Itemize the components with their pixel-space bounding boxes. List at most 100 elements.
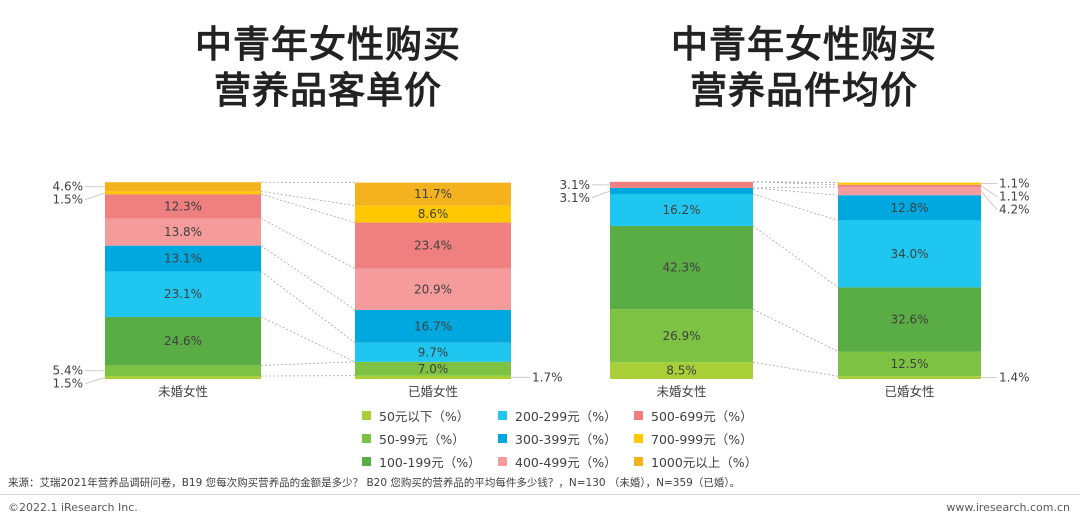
data-label: 3.1%: [560, 191, 591, 205]
data-label: 3.1%: [560, 178, 591, 192]
data-label: 12.8%: [890, 201, 928, 215]
chart-title-line: 中青年女性购买: [671, 23, 937, 66]
legend-swatch: [634, 434, 643, 443]
legend-label: 400-499元（%）: [515, 455, 617, 470]
category-label: 未婚女性: [158, 384, 208, 399]
bar-segment: [105, 316, 261, 366]
legend-label: 500-699元（%）: [651, 409, 753, 424]
legend-label: 50-99元（%）: [379, 432, 465, 447]
legend-label: 50元以下（%）: [379, 409, 470, 424]
legend-label: 1000元以上（%）: [651, 455, 758, 470]
bar-segment: [105, 182, 261, 192]
connector-line: [752, 225, 839, 288]
data-label: 4.2%: [999, 203, 1030, 217]
data-label: 8.5%: [666, 364, 697, 378]
data-label: 1.7%: [532, 370, 563, 384]
leader-line: [84, 192, 106, 201]
bar-segment: [105, 218, 261, 246]
data-label: 23.1%: [164, 287, 202, 301]
connector-line: [752, 187, 839, 196]
legend-label: 300-399元（%）: [515, 432, 617, 447]
legend-item: 1000元以上（%）: [634, 452, 757, 471]
data-label: 32.6%: [890, 313, 928, 327]
legend-swatch: [634, 411, 643, 420]
bar-segment: [355, 361, 511, 376]
bar-segment: [838, 182, 981, 185]
chart-title-line: 营养品件均价: [690, 69, 918, 112]
category-label: 已婚女性: [884, 384, 934, 399]
connector-line: [752, 308, 839, 352]
bar-segment: [838, 351, 981, 377]
bar-segment: [610, 194, 753, 226]
data-label: 26.9%: [662, 329, 700, 343]
data-label: 12.3%: [164, 199, 202, 213]
legend-label: 700-999元（%）: [651, 432, 753, 447]
bar-segment: [105, 271, 261, 317]
data-label: 1.1%: [999, 177, 1030, 191]
data-label: 23.4%: [414, 239, 452, 253]
legend-item: 500-699元（%）: [634, 406, 753, 425]
connector-line: [260, 193, 356, 223]
connector-line: [260, 218, 356, 270]
data-label: 1.5%: [53, 377, 84, 391]
website-link[interactable]: www.iresearch.com.cn: [946, 501, 1070, 514]
bar-segment: [838, 186, 981, 196]
data-label: 16.7%: [414, 319, 452, 333]
connector-line: [752, 361, 839, 377]
leader-line: [980, 190, 998, 210]
connector-line: [260, 361, 356, 366]
data-label: 20.9%: [414, 282, 452, 296]
bar-segment: [355, 205, 511, 223]
bar-segment: [105, 365, 261, 377]
footer-divider: [0, 494, 1080, 495]
connector-line: [260, 245, 356, 311]
connector-line: [260, 190, 356, 207]
data-label: 5.4%: [53, 364, 84, 378]
bar-segment: [105, 376, 261, 379]
data-label: 9.7%: [418, 345, 449, 359]
copyright: ©2022.1 iResearch Inc.: [8, 501, 138, 514]
data-label: 1.1%: [999, 190, 1030, 204]
leader-line: [591, 190, 611, 199]
data-label: 42.3%: [662, 261, 700, 275]
legend-swatch: [498, 434, 507, 443]
bar-segment: [355, 375, 511, 379]
legend-swatch: [362, 457, 371, 466]
connector-line: [752, 193, 839, 221]
data-label: 1.5%: [53, 193, 84, 207]
data-label: 13.8%: [164, 225, 202, 239]
data-label: 7.0%: [418, 362, 449, 376]
bar-segment: [838, 287, 981, 352]
bar-segment: [355, 268, 511, 310]
chart-title-line: 营养品客单价: [214, 69, 442, 112]
legend-item: 200-299元（%）: [498, 406, 617, 425]
connector-line: [752, 186, 839, 189]
data-label: 12.5%: [890, 357, 928, 371]
legend-swatch: [498, 457, 507, 466]
bar-segment: [838, 184, 981, 187]
leader-line: [84, 377, 106, 385]
data-label: 34.0%: [890, 247, 928, 261]
bar-segment: [610, 187, 753, 195]
leader-line: [980, 185, 998, 198]
connector-line: [260, 271, 356, 344]
bar-segment: [610, 181, 753, 188]
data-label: 24.6%: [164, 334, 202, 348]
legend-item: 400-499元（%）: [498, 452, 617, 471]
legend-item: 50-99元（%）: [362, 429, 465, 448]
bar-segment: [355, 309, 511, 343]
legend-item: 300-399元（%）: [498, 429, 617, 448]
bar-segment: [610, 362, 753, 379]
bar-segment: [355, 222, 511, 269]
legend-label: 200-299元（%）: [515, 409, 617, 424]
data-label: 13.1%: [164, 252, 202, 266]
connector-line: [260, 316, 356, 363]
source-note: 来源：艾瑞2021年营养品调研问卷，B19 您每次购买营养品的金额是多少？ B2…: [8, 477, 741, 489]
data-label: 1.4%: [999, 371, 1030, 385]
legend-item: 50元以下（%）: [362, 406, 469, 425]
bar-segment: [838, 376, 981, 379]
legend-swatch: [362, 434, 371, 443]
data-label: 8.6%: [418, 207, 449, 221]
bar-segment: [610, 309, 753, 363]
chart-title-item-price: 中青年女性购买 营养品件均价: [594, 22, 1014, 114]
